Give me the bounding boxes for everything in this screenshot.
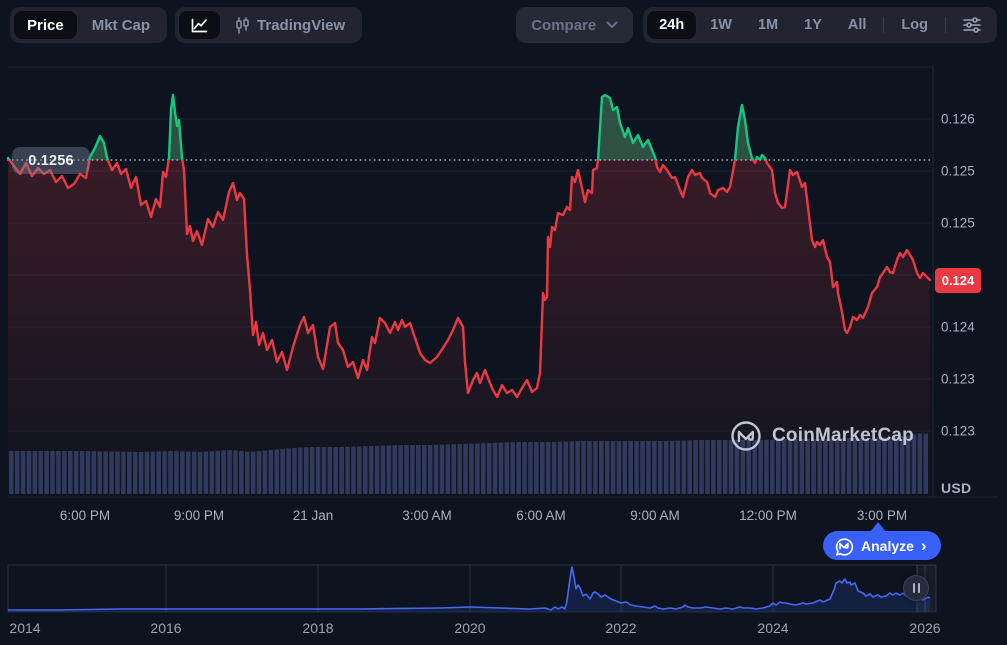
x-axis-tick-label: 9:00 PM [174,508,224,523]
chart-settings-button[interactable] [951,11,993,39]
compare-label: Compare [531,16,597,34]
y-axis-tick-label: 0.124 [941,320,975,335]
analyze-label: Analyze [861,537,914,554]
navigator-year-label: 2024 [757,620,788,636]
coinmarketcap-logo-icon [731,421,761,451]
navigator-year-label: 2014 [9,620,40,636]
current-price-badge: 0.124 [935,268,981,293]
navigator-year-label: 2016 [150,620,181,636]
analyze-button[interactable]: Analyze › [823,531,941,560]
x-axis-tick-label: 3:00 AM [402,508,452,523]
y-axis-tick-label: 0.126 [941,112,975,127]
y-axis-tick-label: 0.123 [941,424,975,439]
candlestick-icon [236,16,249,34]
x-axis-tick-label: 3:00 PM [857,508,907,523]
navigator-line [8,566,931,611]
navigator-year-label: 2020 [454,620,485,636]
volume-bars [9,433,928,495]
navigator-drag-handle-icon[interactable] [903,575,929,601]
tradingview-label: TradingView [257,16,346,34]
x-axis-tick-label: 21 Jan [293,508,334,523]
coinmarketcap-watermark: CoinMarketCap [729,419,914,453]
y-axis-tick-label: 0.125 [941,164,975,179]
range-all-button[interactable]: All [836,11,879,39]
price-line-down-segments [8,160,932,399]
range-1m-button[interactable]: 1M [746,11,790,39]
compare-dropdown[interactable]: Compare [516,7,634,43]
chevron-down-icon [606,21,618,28]
chart-toolbar: Price Mkt Cap TradingView Compare [10,7,997,43]
x-axis-tick-label: 9:00 AM [630,508,680,523]
line-chart-icon [191,18,208,32]
mktcap-tab[interactable]: Mkt Cap [79,11,163,39]
log-scale-button[interactable]: Log [889,11,940,39]
line-chart-type-button[interactable] [179,11,221,39]
chart-type-toggle: TradingView [175,7,363,43]
watermark-label: CoinMarketCap [772,425,914,446]
navigator-year-label: 2022 [605,620,636,636]
chevron-right-icon: › [920,535,927,555]
price-mktcap-toggle: Price Mkt Cap [10,7,168,43]
x-axis-tick-label: 12:00 PM [739,508,797,523]
range-1y-button[interactable]: 1Y [792,11,834,39]
open-price-badge: 0.1256 [12,147,90,174]
navigator-year-label: 2026 [909,620,940,636]
x-axis-tick-label: 6:00 PM [60,508,110,523]
range-24h-button[interactable]: 24h [647,11,697,39]
currency-unit-label: USD [941,480,972,496]
price-area-glow [8,95,930,470]
sliders-icon [963,17,981,33]
price-tab[interactable]: Price [14,11,77,39]
y-axis-tick-label: 0.123 [941,372,975,387]
x-axis-tick-label: 6:00 AM [516,508,566,523]
tradingview-button[interactable]: TradingView [222,11,358,39]
range-1w-button[interactable]: 1W [698,11,744,39]
toolbar-divider [883,17,885,33]
navigator-year-label: 2018 [302,620,333,636]
toolbar-divider [945,17,946,33]
analyze-bubble-icon [835,537,854,556]
analyze-pointer [870,522,886,532]
navigator-area [8,567,930,612]
y-axis-tick-label: 0.125 [941,216,975,231]
time-range-selector: 24h 1W 1M 1Y All Log [643,7,997,43]
